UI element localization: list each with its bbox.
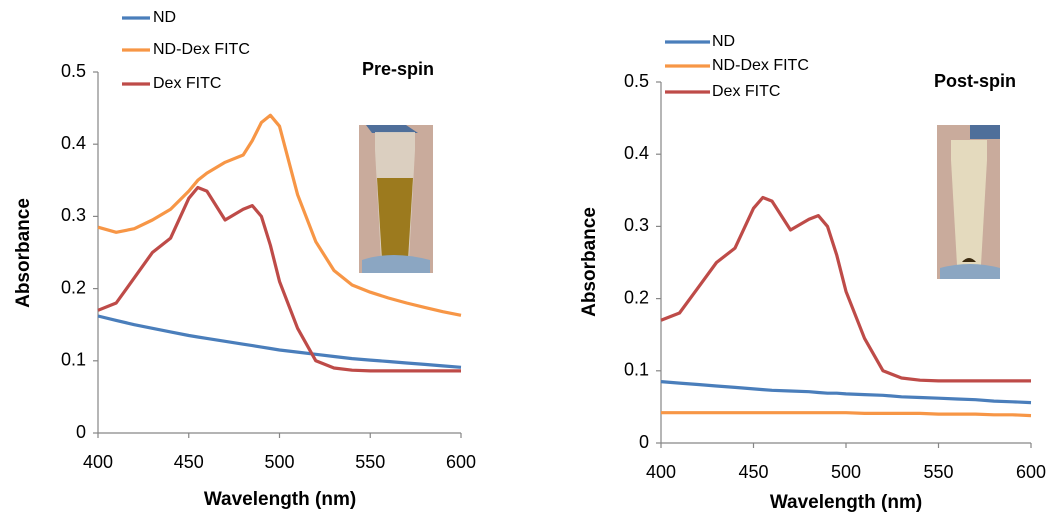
- y-axis-title: Absorbance: [579, 207, 600, 317]
- series-line: [661, 411, 1032, 418]
- y-tick-label: 0.5: [61, 61, 86, 81]
- y-tick-label: 0.3: [624, 215, 649, 235]
- vial-photo-pre: [359, 125, 433, 273]
- y-tick-label: 0: [76, 422, 86, 442]
- x-tick-label: 550: [355, 452, 385, 472]
- y-tick-label: 0.2: [61, 277, 86, 297]
- series-line: [97, 185, 461, 373]
- x-axis-title: Wavelength (nm): [770, 492, 922, 513]
- legend-label: ND-Dex FITC: [153, 41, 250, 58]
- y-tick-label: 0.1: [61, 350, 86, 370]
- legend-label: ND: [712, 33, 735, 50]
- legend-label: Dex FITC: [153, 75, 221, 92]
- annotation: Pre-spin: [362, 59, 434, 79]
- x-tick-label: 550: [923, 462, 953, 482]
- x-tick-label: 500: [264, 452, 294, 472]
- series-line: [97, 113, 462, 317]
- y-tick-label: 0.3: [61, 205, 86, 225]
- x-tick-label: 500: [831, 462, 861, 482]
- y-tick-label: 0: [639, 432, 649, 452]
- series-line: [660, 195, 1031, 383]
- y-tick-label: 0.1: [624, 360, 649, 380]
- y-tick-label: 0.4: [624, 143, 649, 163]
- y-axis-title: Absorbance: [13, 198, 34, 308]
- x-tick-label: 450: [174, 452, 204, 472]
- y-tick-label: 0.4: [61, 133, 86, 153]
- x-tick-label: 600: [1016, 462, 1046, 482]
- series-line: [97, 314, 462, 369]
- legend-label: ND: [153, 9, 176, 26]
- x-tick-label: 400: [646, 462, 676, 482]
- x-tick-label: 450: [738, 462, 768, 482]
- y-tick-label: 0.5: [624, 71, 649, 91]
- x-axis-title: Wavelength (nm): [204, 489, 356, 510]
- x-tick-label: 400: [83, 452, 113, 472]
- legend-label: Dex FITC: [712, 83, 780, 100]
- series-line: [660, 380, 1032, 405]
- y-tick-label: 0.2: [624, 287, 649, 307]
- vial-photo-post: [937, 125, 1000, 279]
- x-tick-label: 600: [446, 452, 476, 472]
- legend-label: ND-Dex FITC: [712, 57, 809, 74]
- annotation: Post-spin: [934, 71, 1016, 91]
